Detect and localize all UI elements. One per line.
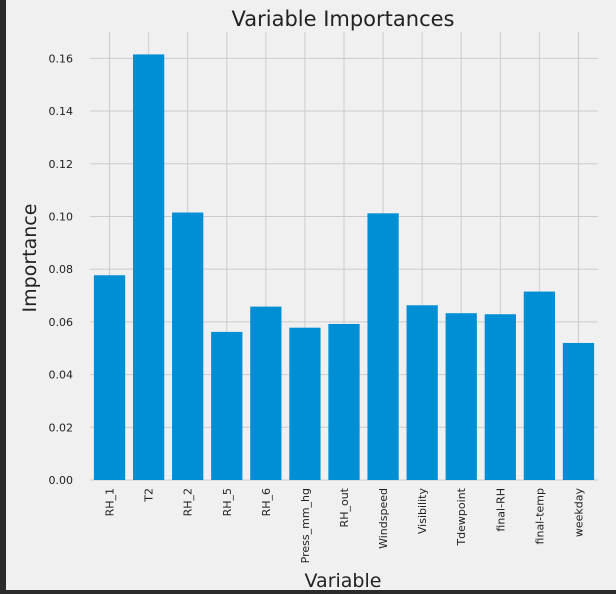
x-tick-label: RH_out — [338, 487, 351, 527]
bar — [289, 327, 321, 480]
x-tick-label: RH_5 — [221, 488, 234, 516]
bar — [93, 275, 126, 480]
y-tick-label: 0.12 — [49, 158, 74, 171]
x-axis-label: Variable — [305, 570, 382, 590]
y-axis-label: Importance — [19, 204, 41, 313]
bar-chart: 0.00 0.02 0.04 0.06 0.08 0.10 0.12 0.14 0.16 RH_… — [19, 7, 598, 592]
bar — [250, 306, 282, 480]
bar — [172, 212, 204, 481]
x-tick-label: T2 — [143, 488, 156, 503]
bar — [523, 291, 556, 480]
y-tick-label: 0.14 — [49, 105, 74, 118]
x-tick-label: final-RH — [494, 488, 507, 532]
bar — [132, 54, 165, 481]
y-tick-label: 0.06 — [49, 316, 74, 329]
bar — [328, 323, 360, 480]
x-tick-label: Tdewpoint — [455, 487, 468, 546]
x-tick-label: RH_1 — [104, 488, 117, 516]
x-tick-label: final-temp — [533, 488, 546, 544]
bar — [367, 213, 399, 481]
y-tick-label: 0.10 — [49, 210, 74, 223]
y-tick-label: 0.16 — [49, 52, 74, 65]
x-tick-labels: RH_1 T2 RH_2 RH_5 RH_6 Press_mm_hg RH_out Winds… — [104, 487, 586, 563]
y-tick-label: 0.04 — [49, 369, 74, 382]
chart-title: Variable Importances — [232, 7, 455, 31]
bar — [562, 342, 595, 480]
chart-panel: 0.00 0.02 0.04 0.06 0.08 0.10 0.12 0.14 0.16 RH_… — [6, 0, 616, 592]
x-tick-label: RH_2 — [182, 488, 195, 516]
bar — [484, 314, 516, 480]
bar — [406, 305, 438, 480]
bar — [445, 313, 477, 480]
x-tick-label: Windspeed — [377, 488, 390, 549]
x-tick-label: RH_6 — [260, 488, 273, 516]
y-tick-label: 0.00 — [49, 474, 74, 487]
bar — [211, 331, 243, 480]
x-tick-label: weekday — [572, 488, 585, 538]
y-tick-label: 0.08 — [49, 263, 74, 276]
y-tick-labels: 0.00 0.02 0.04 0.06 0.08 0.10 0.12 0.14 0.16 — [49, 52, 74, 487]
x-tick-label: Press_mm_hg — [299, 488, 312, 563]
x-tick-label: Visibility — [416, 488, 429, 535]
bars — [93, 54, 595, 481]
y-tick-label: 0.02 — [49, 421, 74, 434]
